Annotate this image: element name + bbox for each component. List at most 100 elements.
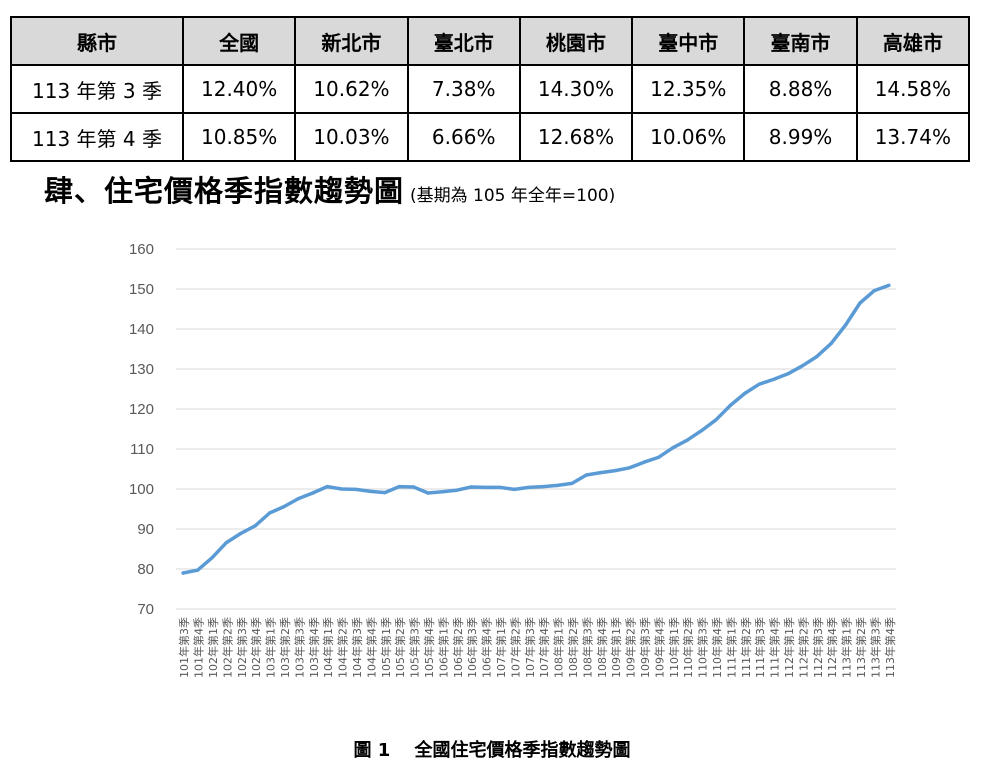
header-taipei: 臺北市	[406, 16, 521, 66]
x-tick-label: 102年第3季	[235, 617, 249, 678]
x-tick-label: 111年第4季	[768, 617, 782, 678]
data-point	[181, 571, 185, 575]
y-tick-label: 120	[129, 401, 154, 418]
chart-gridlines	[176, 248, 896, 610]
data-point	[469, 485, 473, 489]
x-tick-label: 105年第3季	[408, 617, 422, 678]
x-tick-label: 110年第4季	[710, 617, 724, 678]
x-tick-label: 104年第2季	[336, 617, 350, 678]
x-axis-tick-labels: 101年第3季 101年第4季 102年第1季 102年第2季 102年第3季 102年第…	[177, 617, 897, 678]
table-cell: 14.30%	[518, 64, 634, 114]
data-point	[829, 341, 833, 346]
data-point	[311, 491, 315, 495]
x-tick-label: 108年第3季	[580, 617, 594, 678]
table-cell: 12.68%	[518, 112, 634, 162]
x-tick-label: 106年第2季	[451, 617, 465, 678]
table-cell: 8.88%	[743, 64, 858, 114]
data-point	[555, 483, 560, 488]
x-tick-label: 111年第2季	[739, 617, 753, 678]
data-point	[397, 484, 401, 489]
x-tick-label: 103年第3季	[292, 617, 306, 678]
x-tick-label: 105年第1季	[379, 617, 393, 678]
data-point	[699, 428, 704, 433]
x-tick-label: 110年第3季	[696, 617, 710, 678]
table-cell: 12.35%	[631, 64, 746, 114]
table-cell: 10.62%	[294, 64, 409, 114]
data-point	[685, 438, 689, 442]
y-tick-label: 110	[130, 441, 154, 458]
table-cell: 10.85%	[181, 112, 297, 162]
data-point	[599, 470, 603, 475]
x-tick-label: 101年第3季	[177, 617, 191, 678]
x-tick-label: 106年第1季	[436, 617, 450, 678]
section-title: 肆、住宅價格季指數趨勢圖	[44, 174, 405, 208]
x-tick-label: 111年第3季	[753, 617, 767, 678]
data-point	[872, 288, 877, 293]
data-point	[253, 524, 257, 528]
x-tick-label: 113年第1季	[840, 617, 854, 678]
x-tick-label: 105年第2季	[393, 617, 407, 678]
data-point	[642, 460, 646, 464]
header-national: 全國	[181, 16, 297, 66]
data-point	[541, 484, 545, 489]
data-point	[195, 568, 200, 572]
x-tick-label: 103年第1季	[264, 617, 278, 678]
data-point	[858, 301, 862, 305]
data-point	[455, 488, 459, 492]
y-axis-tick-labels: 70 80 90 100 110 120 130 140 150 160	[129, 241, 154, 618]
data-point	[282, 504, 286, 509]
table-header-row: 縣市 全國 新北市 臺北市 桃園市 臺中市 臺南市 高雄市	[10, 16, 971, 66]
x-tick-label: 106年第4季	[480, 617, 494, 678]
x-tick-label: 109年第1季	[609, 617, 623, 678]
y-tick-label: 90	[137, 521, 154, 538]
y-tick-label: 130	[129, 361, 154, 378]
x-tick-label: 112年第1季	[782, 617, 796, 678]
data-point	[887, 283, 891, 288]
x-tick-label: 108年第1季	[552, 617, 566, 678]
header-taoyuan: 桃園市	[518, 16, 634, 66]
x-tick-label: 109年第3季	[638, 617, 652, 678]
x-tick-label: 112年第2季	[796, 617, 810, 678]
x-tick-label: 110年第1季	[667, 617, 681, 678]
data-point	[354, 487, 358, 492]
x-tick-label: 105年第4季	[422, 617, 436, 678]
data-point	[627, 466, 632, 470]
y-tick-label: 80	[137, 561, 154, 578]
data-point	[815, 354, 819, 359]
data-point	[224, 540, 229, 545]
price-index-line-chart: 70 80 90 100 110 120 130 140 150 160 101年第3季 101年第…	[129, 241, 897, 678]
table-cell: 6.66%	[406, 112, 521, 162]
y-tick-label: 70	[137, 601, 154, 618]
header-kaohsiung: 高雄市	[855, 16, 971, 66]
table-cell: 10.03%	[294, 112, 409, 162]
x-tick-label: 101年第4季	[192, 617, 206, 678]
table-cell: 14.58%	[855, 64, 971, 114]
x-tick-label: 111年第1季	[724, 617, 738, 678]
data-point	[440, 490, 445, 494]
data-point	[671, 446, 675, 450]
x-tick-label: 102年第4季	[249, 617, 263, 678]
x-tick-label: 104年第4季	[364, 617, 378, 678]
data-point	[267, 511, 272, 515]
data-point	[843, 323, 848, 327]
x-tick-label: 113年第3季	[868, 617, 882, 678]
table-cell: 12.40%	[181, 64, 297, 114]
data-point	[786, 372, 790, 376]
section-subtitle: (基期為 105 年全年=100)	[410, 186, 616, 206]
y-tick-label: 160	[129, 241, 154, 258]
table-cell: 7.38%	[406, 64, 521, 114]
table-row: 113 年第 4 季 10.85% 10.03% 6.66% 12.68% 10…	[10, 112, 971, 162]
data-point	[656, 455, 661, 460]
price-change-table: 縣市 全國 新北市 臺北市 桃園市 臺中市 臺南市 高雄市 113 年第 3 季…	[10, 16, 971, 162]
row-label: 113 年第 4 季	[10, 112, 184, 162]
chart-series	[181, 283, 891, 575]
x-tick-label: 104年第3季	[350, 617, 364, 678]
data-point	[743, 391, 747, 396]
data-point	[771, 377, 776, 382]
table-cell: 13.74%	[855, 112, 971, 162]
data-point	[383, 490, 387, 495]
data-point	[570, 481, 574, 486]
table-row: 113 年第 3 季 12.40% 10.62% 7.38% 14.30% 12…	[10, 64, 971, 114]
data-point	[584, 473, 589, 477]
data-point	[527, 485, 531, 490]
